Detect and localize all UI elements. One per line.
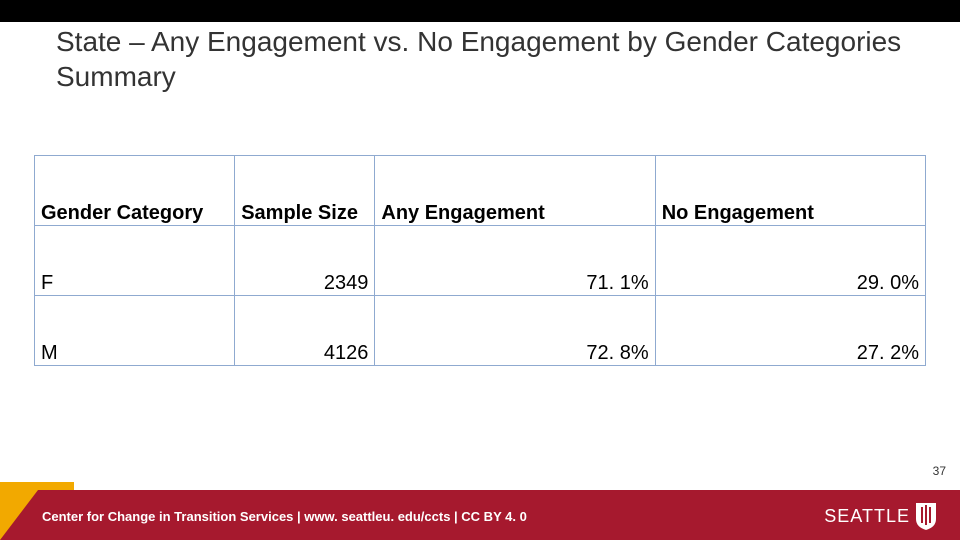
footer-text: Center for Change in Transition Services… <box>42 509 527 524</box>
col-any-engagement: Any Engagement <box>375 156 655 226</box>
accent-stripe <box>0 482 74 490</box>
table-row: F 2349 71. 1% 29. 0% <box>35 226 926 296</box>
cell-category: M <box>35 296 235 366</box>
col-sample-size: Sample Size <box>235 156 375 226</box>
logo-text: SEATTLE <box>824 506 910 527</box>
table-header-row: Gender Category Sample Size Any Engageme… <box>35 156 926 226</box>
cell-none: 27. 2% <box>655 296 925 366</box>
top-bar <box>0 0 960 22</box>
logo-shield-icon <box>914 501 938 531</box>
slide: State – Any Engagement vs. No Engagement… <box>0 0 960 540</box>
table-row: M 4126 72. 8% 27. 2% <box>35 296 926 366</box>
page-number: 37 <box>933 464 946 478</box>
seattleu-logo: SEATTLE <box>824 501 938 531</box>
cell-sample: 4126 <box>235 296 375 366</box>
cell-category: F <box>35 226 235 296</box>
cell-none: 29. 0% <box>655 226 925 296</box>
col-gender-category: Gender Category <box>35 156 235 226</box>
cell-any: 72. 8% <box>375 296 655 366</box>
accent-diagonal <box>0 490 38 540</box>
slide-title: State – Any Engagement vs. No Engagement… <box>56 24 906 94</box>
engagement-table: Gender Category Sample Size Any Engageme… <box>34 155 926 366</box>
cell-any: 71. 1% <box>375 226 655 296</box>
cell-sample: 2349 <box>235 226 375 296</box>
col-no-engagement: No Engagement <box>655 156 925 226</box>
